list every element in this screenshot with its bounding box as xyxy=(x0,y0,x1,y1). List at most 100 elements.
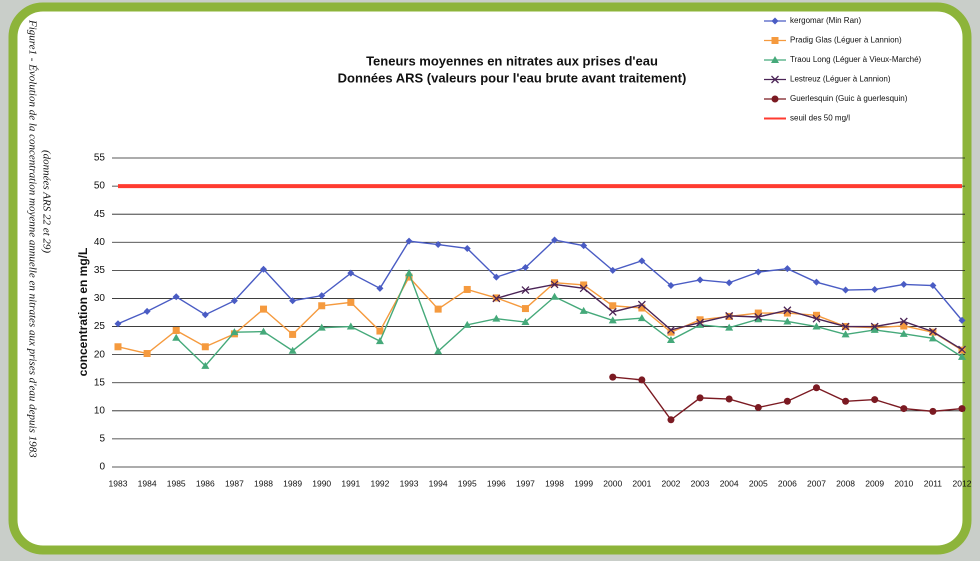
chart-subtitle: Données ARS (valeurs pour l'eau brute av… xyxy=(338,70,687,85)
marker xyxy=(637,314,646,322)
y-tick-label: 0 xyxy=(99,462,105,473)
marker xyxy=(172,293,180,301)
marker xyxy=(638,304,646,312)
marker xyxy=(172,333,181,341)
y-tick-label: 15 xyxy=(94,377,106,388)
x-tick-label: 1983 xyxy=(109,478,128,488)
marker xyxy=(551,236,559,244)
legend-marker xyxy=(771,75,779,84)
x-tick-label: 1987 xyxy=(225,478,244,488)
legend-label: seuil des 50 mg/l xyxy=(790,114,850,123)
marker xyxy=(899,329,908,337)
marker xyxy=(667,416,675,424)
marker xyxy=(754,403,762,411)
x-tick-label: 2001 xyxy=(632,478,651,488)
y-tick-label: 10 xyxy=(94,405,106,416)
legend-marker xyxy=(771,37,779,44)
marker xyxy=(114,343,122,351)
marker xyxy=(434,305,442,313)
marker xyxy=(347,269,355,277)
marker xyxy=(405,237,413,245)
marker xyxy=(551,279,559,287)
marker xyxy=(929,407,937,415)
marker xyxy=(928,334,937,342)
marker xyxy=(289,330,297,338)
marker xyxy=(900,280,908,288)
x-tick-label: 1992 xyxy=(370,478,389,488)
x-tick-label: 1995 xyxy=(458,478,477,488)
x-tick-label: 1996 xyxy=(487,478,506,488)
marker xyxy=(725,279,733,287)
x-tick-label: 1993 xyxy=(400,478,419,488)
legend-label: Pradig Glas (Léguer à Lannion) xyxy=(790,36,902,45)
marker xyxy=(638,376,646,384)
y-tick-label: 55 xyxy=(94,153,106,164)
x-tick-label: 1994 xyxy=(429,478,448,488)
marker xyxy=(492,294,501,303)
x-tick-label: 2000 xyxy=(603,478,622,488)
marker xyxy=(521,286,530,294)
marker xyxy=(928,327,937,336)
marker xyxy=(842,286,850,294)
x-tick-label: 2005 xyxy=(749,478,768,488)
marker xyxy=(318,302,326,310)
marker xyxy=(812,278,820,286)
marker xyxy=(754,309,762,317)
marker xyxy=(725,395,733,403)
marker xyxy=(579,284,588,293)
y-tick-label: 30 xyxy=(94,293,106,304)
marker xyxy=(434,241,442,249)
marker xyxy=(725,311,734,320)
y-tick-label: 45 xyxy=(94,209,106,220)
x-tick-label: 1991 xyxy=(341,478,360,488)
x-tick-label: 1999 xyxy=(574,478,593,488)
marker xyxy=(230,328,239,336)
marker xyxy=(667,328,675,336)
marker xyxy=(958,352,966,360)
marker xyxy=(172,326,180,334)
legend-marker xyxy=(771,56,779,63)
x-tick-label: 2004 xyxy=(720,478,739,488)
marker xyxy=(899,317,908,326)
y-tick-label: 40 xyxy=(94,237,106,248)
marker xyxy=(609,373,617,381)
marker xyxy=(201,311,209,319)
y-tick-label: 25 xyxy=(94,321,106,332)
y-tick-label: 20 xyxy=(94,349,106,360)
marker xyxy=(492,273,500,281)
series-line xyxy=(175,271,963,367)
marker xyxy=(201,343,209,351)
series-line xyxy=(117,275,963,355)
x-tick-label: 2002 xyxy=(662,478,681,488)
x-tick-label: 2003 xyxy=(691,478,710,488)
x-tick-label: 2008 xyxy=(836,478,855,488)
marker xyxy=(580,242,588,250)
legend-label: Guerlesquin (Guic à guerlesquin) xyxy=(790,94,908,103)
marker xyxy=(696,320,705,328)
marker xyxy=(201,361,210,369)
marker xyxy=(376,327,384,335)
marker xyxy=(143,307,151,315)
marker xyxy=(143,350,151,358)
marker xyxy=(958,405,966,413)
marker xyxy=(696,394,704,402)
marker xyxy=(289,297,297,305)
x-tick-label: 2009 xyxy=(865,478,884,488)
x-tick-label: 1998 xyxy=(545,478,564,488)
marker xyxy=(550,292,559,300)
x-tick-label: 1984 xyxy=(138,478,157,488)
x-tick-label: 2006 xyxy=(778,478,797,488)
marker xyxy=(696,276,704,284)
chart-title: Teneurs moyennes en nitrates aux prises … xyxy=(366,53,658,68)
y-tick-label: 50 xyxy=(94,181,106,192)
marker xyxy=(871,396,879,404)
y-tick-label: 35 xyxy=(94,265,106,276)
marker xyxy=(463,244,471,252)
marker xyxy=(783,397,791,405)
frame xyxy=(8,2,972,555)
legend-label: Lestreuz (Léguer à Lannion) xyxy=(790,75,891,84)
marker xyxy=(638,257,646,265)
legend-label: kergomar (Min Ran) xyxy=(790,16,861,25)
marker xyxy=(521,264,529,272)
marker xyxy=(841,330,850,338)
